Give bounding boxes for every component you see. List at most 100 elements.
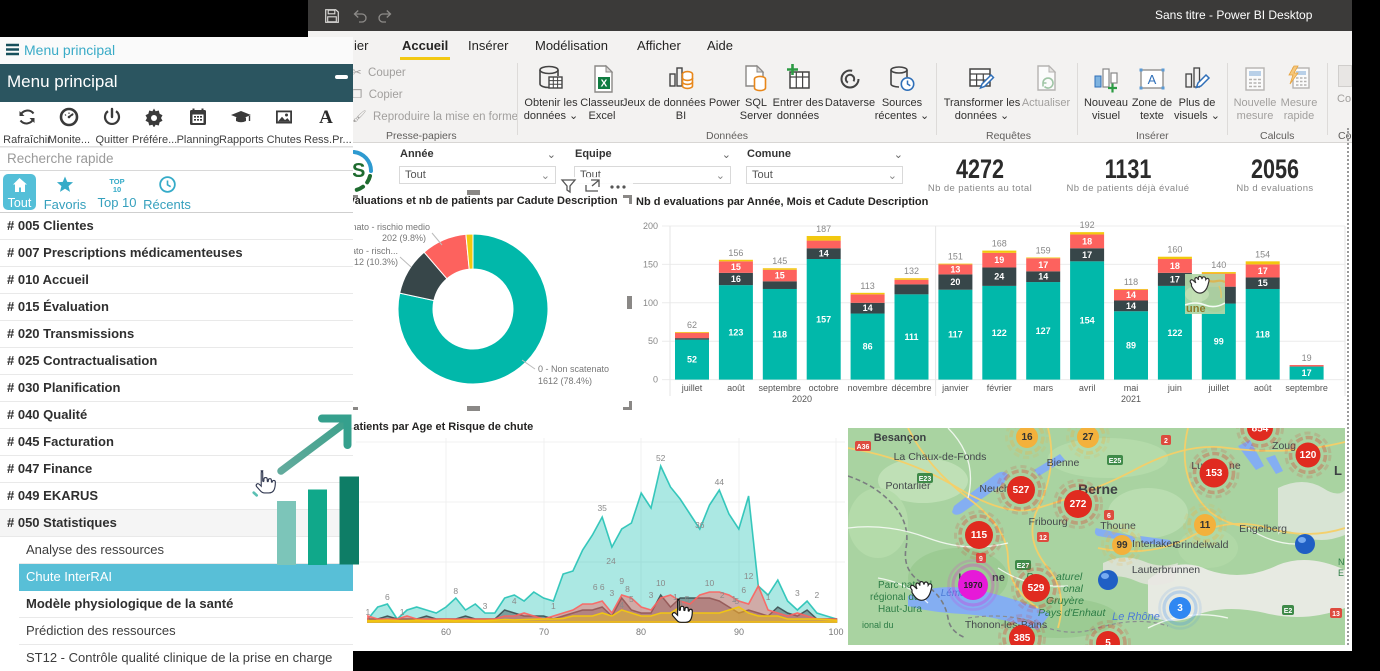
svg-text:1970: 1970 — [964, 580, 983, 590]
svg-text:X: X — [601, 79, 608, 90]
svg-text:Interlaken: Interlaken — [1132, 538, 1178, 550]
svg-text:168: 168 — [992, 239, 1007, 249]
svg-text:385: 385 — [1014, 633, 1031, 644]
svg-text:70: 70 — [539, 627, 549, 637]
svg-text:Fribourg: Fribourg — [1028, 516, 1067, 528]
svg-text:une: une — [1186, 303, 1206, 314]
svg-text:17: 17 — [1302, 368, 1312, 378]
svg-text:avril: avril — [1079, 383, 1096, 393]
svg-text:octobre: octobre — [809, 383, 839, 393]
svg-text:156: 156 — [728, 248, 743, 258]
svg-text:Besançon: Besançon — [874, 432, 927, 444]
svg-text:36: 36 — [695, 520, 705, 530]
svg-text:5: 5 — [1105, 638, 1111, 645]
svg-text:35: 35 — [597, 503, 607, 513]
svg-text:mars: mars — [1033, 383, 1053, 393]
svg-text:80: 80 — [636, 627, 646, 637]
svg-text:6: 6 — [593, 582, 598, 592]
svg-text:86: 86 — [863, 342, 873, 352]
svg-text:17: 17 — [1170, 274, 1180, 284]
svg-text:0: 0 — [653, 375, 658, 385]
svg-text:0 - Non scatenato: 0 - Non scatenato — [538, 364, 609, 374]
svg-text:4: 4 — [619, 600, 624, 610]
svg-text:6: 6 — [741, 585, 746, 595]
svg-text:154: 154 — [1080, 316, 1095, 326]
svg-text:99: 99 — [1116, 540, 1128, 551]
svg-text:10: 10 — [656, 578, 666, 588]
svg-text:12: 12 — [1039, 535, 1047, 542]
svg-text:1: 1 — [366, 607, 371, 617]
svg-text:9: 9 — [979, 556, 983, 563]
svg-text:Bienne: Bienne — [1047, 457, 1080, 469]
svg-text:16: 16 — [1021, 432, 1033, 443]
svg-text:Nb d evaluations par Année, Mo: Nb d evaluations par Année, Mois et Cadu… — [636, 196, 929, 208]
svg-text:11: 11 — [1200, 520, 1211, 531]
svg-text:18: 18 — [1170, 261, 1180, 271]
svg-text:5: 5 — [685, 594, 690, 604]
svg-text:24: 24 — [994, 272, 1004, 282]
svg-text:44: 44 — [715, 477, 725, 487]
svg-text:2021: 2021 — [1121, 394, 1141, 404]
svg-text:117: 117 — [948, 330, 963, 340]
svg-text:Nb de patients par Age et Risq: Nb de patients par Age et Risque de chut… — [336, 421, 533, 433]
svg-text:153: 153 — [1206, 468, 1223, 479]
svg-text:8: 8 — [625, 584, 630, 594]
svg-text:6: 6 — [1107, 513, 1111, 520]
svg-text:6: 6 — [385, 592, 390, 602]
svg-text:115: 115 — [971, 530, 988, 541]
svg-text:1: 1 — [766, 592, 771, 602]
svg-text:24: 24 — [606, 556, 616, 566]
svg-text:113: 113 — [860, 281, 874, 291]
svg-text:12: 12 — [744, 571, 754, 581]
svg-text:Zoug: Zoug — [1272, 440, 1296, 452]
svg-text:Berne: Berne — [1078, 481, 1118, 497]
svg-text:Thoune: Thoune — [1100, 520, 1136, 532]
svg-text:60: 60 — [441, 627, 451, 637]
svg-text:novembre: novembre — [848, 383, 888, 393]
svg-text:62: 62 — [687, 320, 697, 330]
svg-text:17: 17 — [1038, 260, 1048, 270]
svg-text:529: 529 — [1028, 583, 1045, 594]
svg-text:décembre: décembre — [891, 383, 931, 393]
svg-text:A: A — [1148, 72, 1157, 87]
svg-text:1: 1 — [673, 592, 678, 602]
svg-text:L: L — [1334, 463, 1342, 478]
svg-text:157: 157 — [816, 314, 831, 324]
svg-text:Engelberg: Engelberg — [1239, 523, 1287, 535]
svg-text:15: 15 — [1258, 278, 1268, 288]
svg-text:tenato - rischio medio: tenato - rischio medio — [354, 222, 430, 232]
svg-text:2: 2 — [1164, 438, 1168, 445]
svg-text:2020: 2020 — [792, 394, 812, 404]
svg-text:52: 52 — [656, 453, 666, 463]
svg-text:14: 14 — [863, 303, 873, 313]
svg-text:ne: ne — [1229, 460, 1241, 472]
svg-text:15: 15 — [775, 271, 785, 281]
svg-text:160: 160 — [1167, 245, 1182, 255]
svg-text:5: 5 — [734, 596, 739, 606]
svg-text:127: 127 — [1036, 326, 1051, 336]
svg-text:3: 3 — [610, 588, 615, 598]
svg-text:19: 19 — [1302, 353, 1312, 363]
svg-text:juillet: juillet — [1208, 383, 1230, 393]
svg-text:9: 9 — [619, 576, 624, 586]
svg-text:1: 1 — [732, 594, 737, 604]
svg-text:Léman: Léman — [941, 588, 972, 599]
svg-text:3: 3 — [649, 590, 654, 600]
svg-text:3: 3 — [483, 601, 488, 611]
svg-text:ional du: ional du — [862, 620, 894, 630]
svg-text:14: 14 — [1038, 272, 1048, 282]
svg-text:Parc naturel: Parc naturel — [878, 580, 932, 591]
svg-text:50: 50 — [648, 336, 658, 346]
svg-text:132: 132 — [904, 266, 919, 276]
svg-text:Gruyère: Gruyère — [1046, 595, 1084, 607]
svg-text:1: 1 — [551, 601, 556, 611]
svg-text:juillet: juillet — [681, 383, 703, 393]
svg-text:E27: E27 — [1017, 563, 1030, 570]
svg-text:20: 20 — [950, 277, 960, 287]
svg-text:5: 5 — [629, 594, 634, 604]
svg-text:100: 100 — [828, 627, 843, 637]
svg-text:A: A — [319, 107, 333, 127]
svg-text:1612 (78.4%): 1612 (78.4%) — [538, 376, 592, 386]
svg-text:La Chaux-de-Fonds: La Chaux-de-Fonds — [894, 451, 987, 463]
svg-text:15: 15 — [731, 262, 741, 272]
